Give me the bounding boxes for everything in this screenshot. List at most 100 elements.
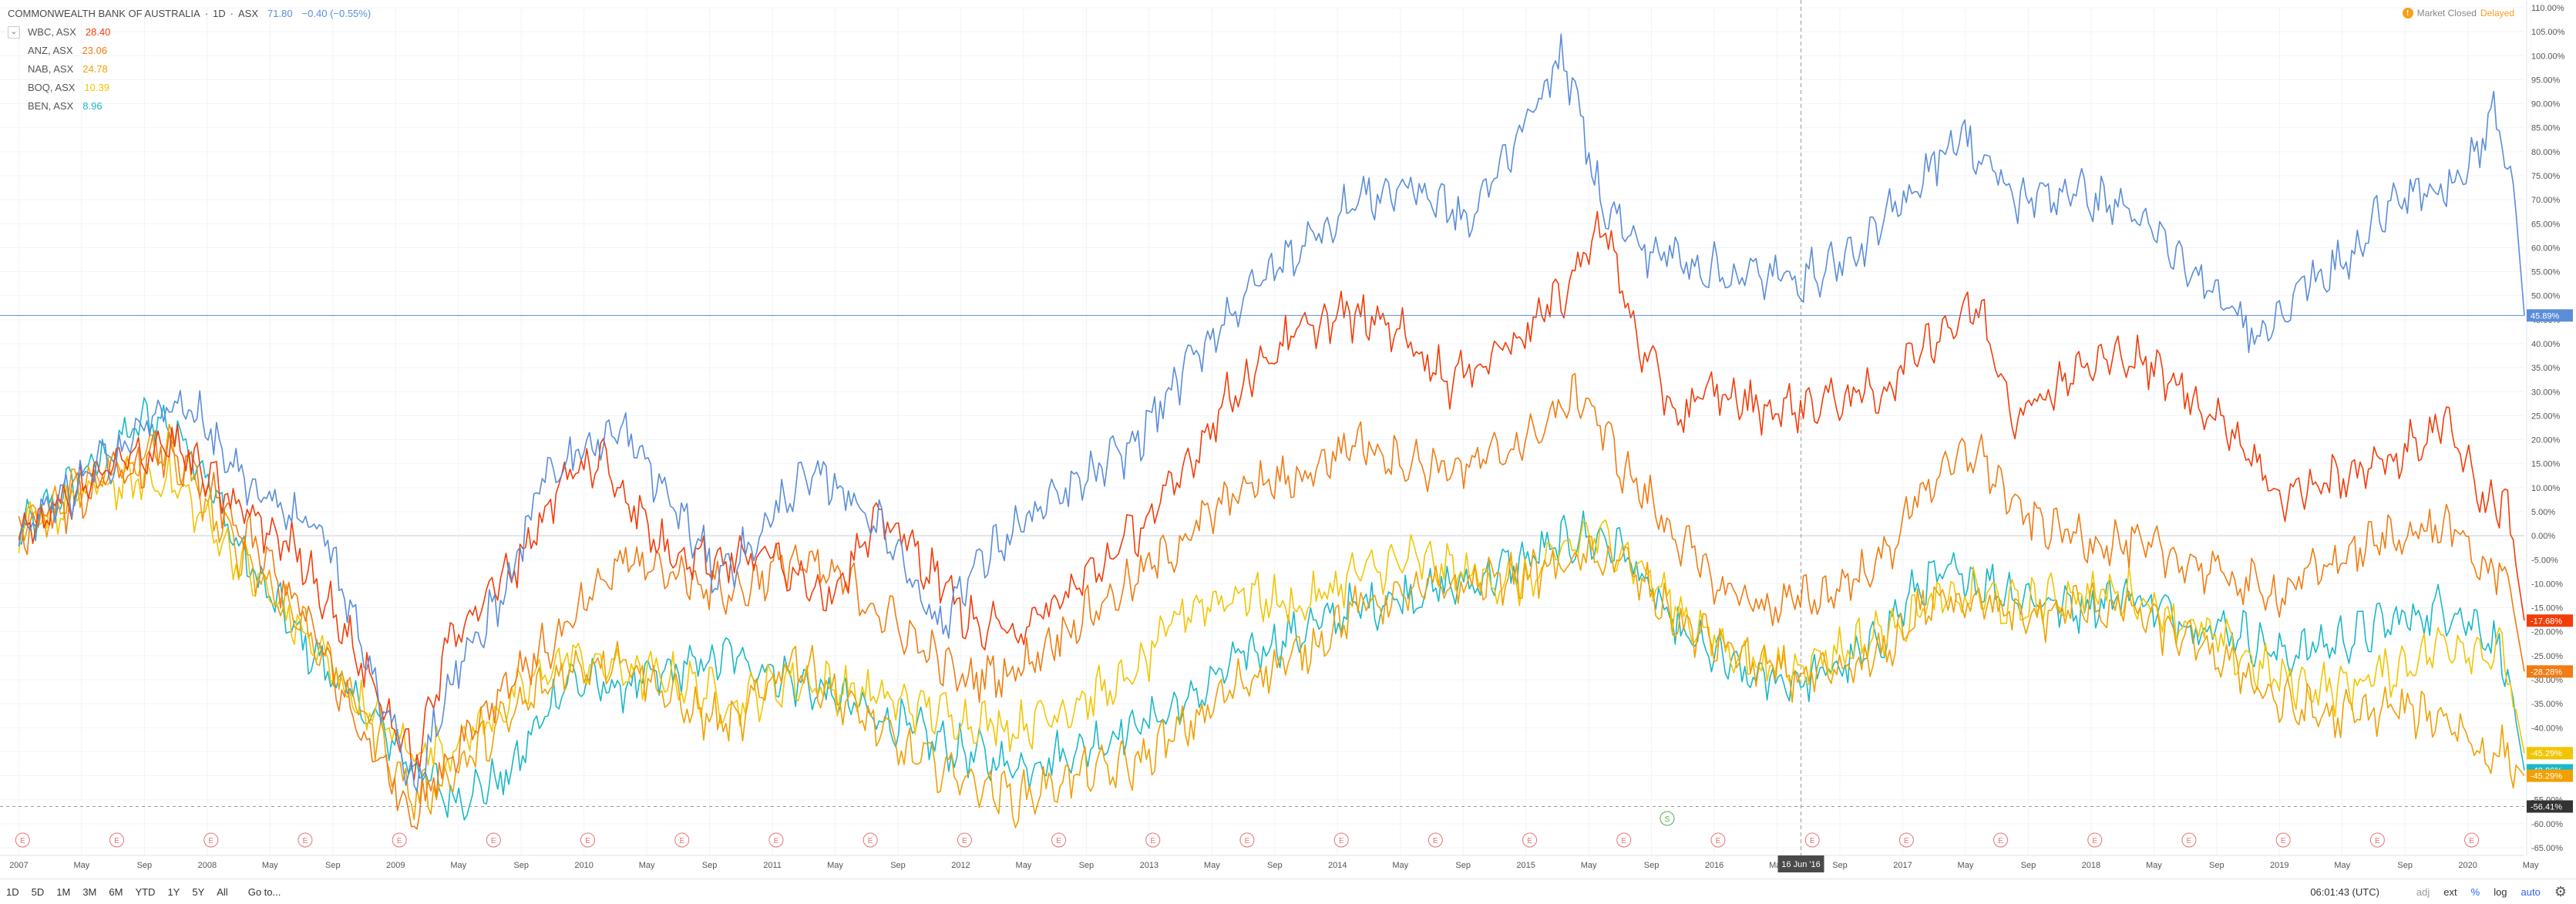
range-1m[interactable]: 1M: [56, 886, 71, 898]
range-6m[interactable]: 6M: [109, 886, 123, 898]
earnings-marker-label: E: [868, 837, 873, 845]
goto-button[interactable]: Go to...: [247, 886, 281, 898]
range-all[interactable]: All: [217, 886, 228, 898]
percent-toggle[interactable]: %: [2470, 886, 2480, 898]
earnings-marker-label: E: [962, 837, 967, 845]
range-5y[interactable]: 5Y: [192, 886, 205, 898]
bottom-toolbar: 1D 5D 1M 3M 6M YTD 1Y 5Y All Go to... 06…: [0, 879, 2576, 904]
x-tick-label: 2011: [763, 861, 782, 870]
gear-icon[interactable]: ⚙: [2554, 883, 2567, 899]
x-tick-label: 2012: [951, 861, 970, 870]
x-tick-label: May: [1958, 861, 1974, 870]
chart-legend: COMMONWEALTH BANK OF AUSTRALIA · 1D · AS…: [8, 5, 371, 116]
y-tick-label: 60.00%: [2531, 244, 2561, 253]
auto-toggle[interactable]: auto: [2521, 886, 2541, 898]
series-line-boq: [18, 452, 2525, 772]
end-label-anz: -28.28%: [2531, 667, 2562, 677]
earnings-marker-label: E: [679, 837, 684, 845]
earnings-marker-icon: [486, 832, 501, 848]
earnings-marker-label: E: [1433, 837, 1438, 845]
x-tick-label: 2015: [1516, 861, 1535, 870]
x-tick-label: May: [1581, 861, 1597, 870]
earnings-marker-icon: [957, 832, 972, 848]
legend-item-boq[interactable]: BOQ, ASX 10.39: [8, 79, 371, 97]
y-tick-label: 20.00%: [2531, 436, 2561, 445]
utc-clock[interactable]: 06:01:43 (UTC): [2310, 886, 2379, 898]
y-tick-label: 35.00%: [2531, 364, 2561, 373]
low-label-bg: [2527, 800, 2573, 813]
earnings-marker-label: E: [1904, 837, 1909, 845]
end-label-nab: -45.29%: [2531, 772, 2562, 781]
market-closed-label: Market Closed: [2416, 8, 2477, 18]
legend-value: 28.40: [85, 26, 111, 38]
range-ytd[interactable]: YTD: [135, 886, 156, 898]
y-tick-label: 85.00%: [2531, 124, 2561, 133]
earnings-marker-icon: [2275, 832, 2291, 848]
adj-toggle[interactable]: adj: [2416, 886, 2430, 898]
earnings-marker-icon: [1239, 832, 1255, 848]
legend-main-name: COMMONWEALTH BANK OF AUSTRALIA: [8, 8, 200, 19]
y-tick-label: 25.00%: [2531, 412, 2561, 421]
range-1y[interactable]: 1Y: [167, 886, 180, 898]
range-3m[interactable]: 3M: [82, 886, 97, 898]
earnings-marker-icon: [1145, 832, 1161, 848]
y-tick-label: 65.00%: [2531, 220, 2561, 229]
legend-main-exchange: ASX: [238, 8, 259, 19]
y-tick-label: 30.00%: [2531, 388, 2561, 397]
x-tick-label: 2019: [2270, 861, 2288, 870]
earnings-marker-label: E: [585, 837, 590, 845]
range-5d[interactable]: 5D: [31, 886, 45, 898]
earnings-marker-icon: [863, 832, 878, 848]
x-tick-label: May: [1204, 861, 1220, 870]
y-tick-label: 40.00%: [2531, 340, 2561, 349]
collapse-legend-icon[interactable]: ⌄: [8, 26, 20, 39]
earnings-marker-label: E: [774, 837, 779, 845]
range-1d[interactable]: 1D: [6, 886, 19, 898]
x-tick-label: May: [450, 861, 466, 870]
y-tick-label: 80.00%: [2531, 148, 2561, 157]
x-tick-label: Sep: [1455, 861, 1471, 870]
x-tick-label: 2020: [2458, 861, 2477, 870]
x-tick-label: Sep: [325, 861, 341, 870]
log-toggle[interactable]: log: [2494, 886, 2507, 898]
legend-symbol: WBC, ASX: [28, 26, 76, 38]
y-tick-label: 0.00%: [2531, 532, 2555, 541]
x-tick-label: May: [74, 861, 90, 870]
ext-toggle[interactable]: ext: [2443, 886, 2457, 898]
x-tick-label: May: [1016, 861, 1032, 870]
end-label-bg-wbc: [2527, 614, 2573, 627]
earnings-marker-label: E: [2375, 837, 2380, 845]
end-label-bg-anz: [2527, 665, 2573, 678]
x-tick-label: May: [2523, 861, 2539, 870]
y-tick-label: -30.00%: [2531, 676, 2563, 685]
y-tick-label: -65.00%: [2531, 844, 2563, 853]
earnings-marker-icon: [1051, 832, 1067, 848]
legend-item-wbc[interactable]: ⌄ WBC, ASX 28.40: [8, 23, 371, 42]
earnings-marker-icon: [1333, 832, 1349, 848]
market-status[interactable]: ! Market Closed Delayed: [2402, 8, 2514, 18]
legend-value: 23.06: [82, 45, 108, 56]
end-label-bg-nab: [2527, 769, 2573, 782]
earnings-marker-label: E: [397, 837, 402, 845]
legend-item-ben[interactable]: BEN, ASX 8.96: [8, 97, 371, 116]
series-line-ben: [18, 397, 2525, 821]
earnings-marker-label: E: [2092, 837, 2097, 845]
earnings-marker-icon: [1428, 832, 1443, 848]
y-tick-label: 90.00%: [2531, 100, 2561, 109]
legend-item-anz[interactable]: ANZ, ASX 23.06: [8, 42, 371, 60]
earnings-marker-icon: [768, 832, 784, 848]
earnings-marker-label: E: [1056, 837, 1061, 845]
y-tick-label: 55.00%: [2531, 268, 2561, 277]
earnings-marker-icon: [580, 832, 596, 848]
legend-item-nab[interactable]: NAB, ASX 24.78: [8, 60, 371, 79]
end-label-wbc: -17.68%: [2531, 617, 2562, 626]
y-tick-label: -40.00%: [2531, 724, 2563, 733]
y-tick-label: -25.00%: [2531, 652, 2563, 661]
earnings-marker-icon: [109, 832, 125, 848]
earnings-marker-label: E: [1527, 837, 1532, 845]
series-line-cba: [18, 33, 2525, 793]
x-tick-label: Sep: [2021, 861, 2036, 870]
earnings-marker-label: E: [114, 837, 119, 845]
x-tick-label: Sep: [2397, 861, 2413, 870]
comparison-chart[interactable]: 110.00% 105.00% 100.00% 95.00% 90.00% 85.00% 8…: [0, 0, 2576, 879]
